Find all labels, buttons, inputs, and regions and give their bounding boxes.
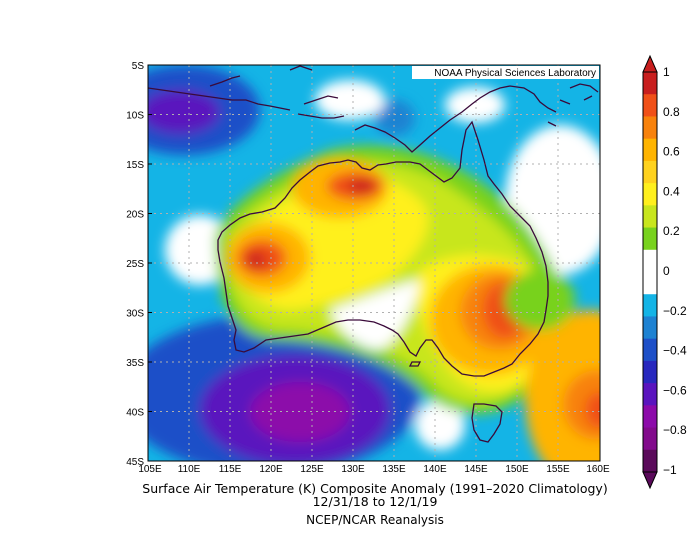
lat-label: 35S	[126, 358, 144, 369]
colorbar-label: −0.2	[663, 304, 687, 318]
colorbar-label: 1	[663, 65, 670, 79]
graticule	[148, 65, 600, 461]
colorbar-label: 0.4	[663, 184, 680, 198]
lat-label: 15S	[126, 160, 144, 171]
colorbar-swatch	[643, 449, 657, 473]
colorbar-swatch	[643, 427, 657, 451]
lon-label: 135E	[382, 464, 406, 475]
northern-hot-core	[348, 179, 376, 193]
lat-label: 40S	[126, 408, 144, 419]
coastlines	[148, 65, 599, 443]
credit-label: NOAA Physical Sciences Laboratory	[434, 68, 596, 79]
longitude-labels: 105E 110E 115E 120E 125E 130E 135E 140E …	[138, 464, 610, 475]
lon-label: 150E	[505, 464, 529, 475]
colorbar-label: −0.6	[663, 383, 687, 397]
colorbar-swatch	[643, 227, 657, 251]
colorbar-swatch	[643, 94, 657, 117]
lat-label: 25S	[126, 259, 144, 270]
anomaly-field	[148, 65, 600, 461]
colorbar-label: −1	[663, 463, 677, 477]
date-range: 12/31/18 to 12/1/19	[312, 494, 438, 509]
lon-label: 125E	[300, 464, 324, 475]
lon-label: 145E	[464, 464, 488, 475]
colorbar-label: 0.6	[663, 145, 680, 159]
colorbar: 1 0.8 0.6 0.4 0.2 0 −0.2 −0.4 −0.6 −0.8 −1	[642, 54, 687, 490]
solomon-islands-coastline	[547, 83, 599, 127]
colorbar-swatch	[643, 360, 657, 384]
credit-box	[412, 66, 599, 79]
lat-label: 30S	[126, 309, 144, 320]
colorbar-swatch	[643, 138, 657, 162]
figure-title: Surface Air Temperature (K) Composite An…	[142, 481, 608, 496]
lat-ticks	[148, 64, 152, 412]
new-guinea-coastline	[354, 85, 557, 153]
lon-label: 155E	[546, 464, 570, 475]
colorbar-label: 0.2	[663, 224, 680, 238]
lat-label: 20S	[126, 210, 144, 221]
lon-label: 105E	[138, 464, 162, 475]
lat-label: 5S	[132, 61, 145, 72]
kangaroo-island	[408, 361, 422, 367]
colorbar-swatch	[643, 72, 657, 95]
colorbar-swatch	[643, 405, 657, 429]
lat-label: 45S	[126, 457, 144, 468]
tasmania-coastline	[471, 403, 503, 443]
colorbar-swatch	[643, 116, 657, 140]
colorbar-swatch	[643, 249, 657, 273]
lon-label: 120E	[259, 464, 283, 475]
latitude-labels: 5S 10S 15S 20S 25S 30S 35S 40S 45S	[126, 61, 144, 468]
colorbar-min-arrow	[642, 471, 658, 490]
lat-label: 10S	[126, 111, 144, 122]
colorbar-swatch	[643, 160, 657, 184]
colorbar-swatch	[643, 316, 657, 340]
colorbar-swatch	[643, 272, 657, 295]
colorbar-label: 0.8	[663, 105, 680, 119]
lon-label: 115E	[219, 464, 242, 475]
timor-coastline	[297, 113, 345, 119]
lon-label: 130E	[341, 464, 365, 475]
colorbar-label: −0.4	[663, 344, 687, 358]
indonesia-coastline	[148, 65, 339, 111]
colorbar-swatch	[643, 183, 657, 206]
colorbar-swatch	[643, 383, 657, 406]
western-hot-core	[246, 252, 266, 268]
colorbar-max-arrow	[642, 54, 658, 73]
lon-label: 110E	[178, 464, 201, 475]
lon-label: 140E	[423, 464, 447, 475]
colorbar-swatch	[643, 294, 657, 317]
tasman-warm-core	[585, 392, 600, 428]
australia-coastline	[217, 120, 549, 377]
colorbar-swatch	[643, 338, 657, 362]
colorbar-label: 0	[663, 264, 670, 278]
dataset-name: NCEP/NCAR Reanalysis	[306, 513, 444, 527]
lon-label: 160E	[586, 464, 610, 475]
colorbar-swatch	[643, 205, 657, 229]
colorbar-label: −0.8	[663, 423, 687, 437]
